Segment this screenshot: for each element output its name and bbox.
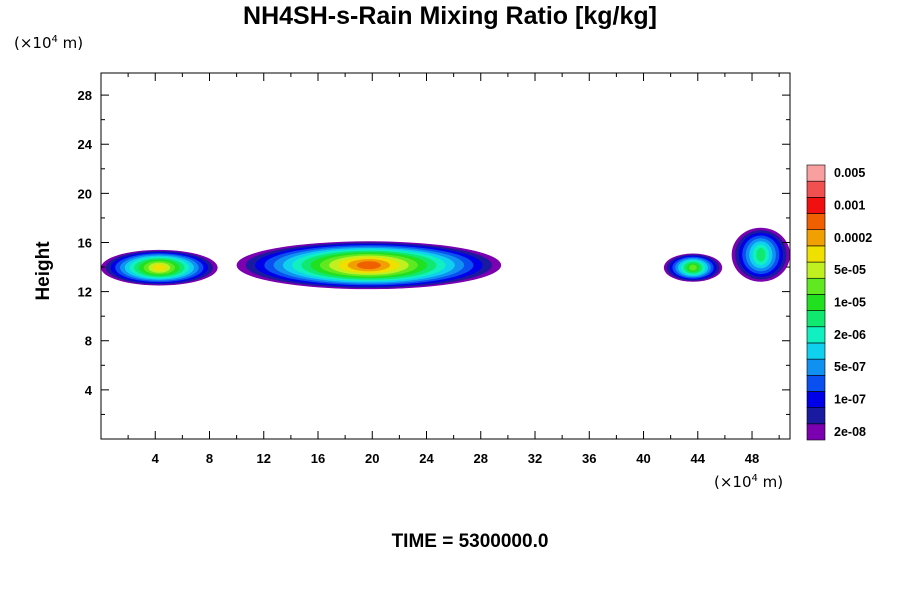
colorbar-swatch <box>806 213 826 231</box>
x-tick-label: 16 <box>311 451 325 466</box>
x-tick-label: 36 <box>582 451 596 466</box>
contour-level-fill <box>689 264 697 271</box>
colorbar-label: 2e-08 <box>834 425 866 439</box>
plot-frame <box>100 72 791 440</box>
colorbar-swatch <box>806 277 826 295</box>
x-tick-label: 40 <box>636 451 650 466</box>
y-axis-label: Height <box>33 241 54 301</box>
colorbar-swatch <box>806 164 826 182</box>
colorbar-swatch <box>806 326 826 344</box>
y-axis-unit: (×104 m) <box>14 34 84 52</box>
x-tick-label: 28 <box>474 451 488 466</box>
y-tick-label: 4 <box>85 383 93 398</box>
colorbar-swatch <box>806 294 826 311</box>
x-tick-label: 48 <box>745 451 759 466</box>
chart-title: NH4SH-s-Rain Mixing Ratio [kg/kg] <box>243 2 657 30</box>
colorbar-label: 5e-07 <box>834 360 866 374</box>
x-tick-label: 8 <box>206 451 213 466</box>
x-tick-label: 32 <box>528 451 542 466</box>
colorbar-swatch <box>806 423 826 441</box>
colorbar-swatch <box>806 229 826 247</box>
colorbar: 2e-08 1e-07 5e-07 2e-06 1e-05 5e-05 0.0002 0.00… <box>806 164 872 441</box>
colorbar-swatch <box>806 342 826 360</box>
colorbar-label: 5e-05 <box>834 263 866 277</box>
y-tick-label: 28 <box>78 88 92 103</box>
colorbar-swatch <box>806 261 826 279</box>
y-tick-label: 24 <box>78 137 93 152</box>
time-label: TIME = 5300000.0 <box>391 531 549 552</box>
colorbar-swatch <box>806 245 826 263</box>
colorbar-label: 2e-06 <box>834 328 866 342</box>
colorbar-swatch <box>806 180 826 198</box>
colorbar-label: 0.001 <box>834 198 865 212</box>
colorbar-swatch <box>806 374 826 392</box>
colorbar-label: 0.0002 <box>834 231 872 245</box>
y-tick-label: 20 <box>78 186 92 201</box>
colorbar-swatch <box>806 407 826 425</box>
colorbar-swatch <box>806 391 826 408</box>
x-axis-unit: (×104 m) <box>714 473 784 491</box>
y-tick-label: 12 <box>78 285 92 300</box>
contour-level-fill <box>756 248 766 262</box>
x-tick-label: 24 <box>419 451 434 466</box>
mixing-ratio-field <box>101 227 790 290</box>
colorbar-swatch <box>806 197 826 214</box>
contour-level-fill <box>356 261 381 270</box>
y-axis: 4 8 12 16 20 24 28 <box>78 88 790 415</box>
x-tick-label: 20 <box>365 451 379 466</box>
x-tick-label: 4 <box>152 451 160 466</box>
x-tick-label: 12 <box>257 451 271 466</box>
y-tick-label: 16 <box>78 235 92 250</box>
colorbar-label: 1e-05 <box>834 296 866 310</box>
x-tick-label: 44 <box>691 451 706 466</box>
x-axis: 4 8 12 16 20 24 28 32 36 40 44 48 <box>127 73 780 466</box>
contour-level-fill <box>153 264 166 271</box>
y-tick-label: 8 <box>85 334 92 349</box>
colorbar-swatch <box>806 310 826 328</box>
colorbar-label: 1e-07 <box>834 393 866 407</box>
colorbar-swatch <box>806 358 826 376</box>
colorbar-label: 0.005 <box>834 166 865 180</box>
